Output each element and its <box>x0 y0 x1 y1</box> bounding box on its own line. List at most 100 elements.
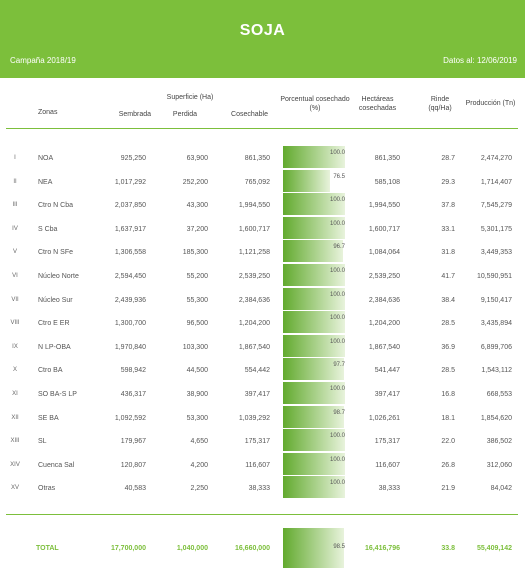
row-number: IV <box>12 225 18 232</box>
cosechable-cell: 1,867,540 <box>238 343 270 351</box>
produccion-cell: 3,435,894 <box>480 320 512 328</box>
row-number: XIV <box>10 461 20 468</box>
hectareas-cell: 1,994,550 <box>368 202 400 210</box>
percent-value: 100.0 <box>329 386 345 392</box>
table-row: IV S Cba 1,637,917 37,200 1,600,717 1,600,717… <box>0 216 525 240</box>
zona-name: Ctro BA <box>38 367 63 375</box>
rinde-cell: 29.3 <box>441 178 455 186</box>
perdida-cell: 37,200 <box>186 225 208 233</box>
hectareas-cell: 1,867,540 <box>368 343 400 351</box>
sembrada-cell: 2,037,850 <box>114 202 146 210</box>
cosechable-cell: 554,442 <box>244 367 270 375</box>
header-divider <box>6 128 518 129</box>
header-hectareas: Hectáreas cosechadas <box>358 96 397 112</box>
percent-bar <box>283 476 345 499</box>
percent-value: 100.0 <box>329 433 345 440</box>
zona-name: Cuenca Sal <box>38 461 75 469</box>
produccion-cell: 10,590,951 <box>476 273 512 280</box>
row-number: VII <box>11 296 19 303</box>
hectareas-cell: 397,417 <box>374 391 400 398</box>
perdida-cell: 103,300 <box>182 343 208 351</box>
cosechable-cell: 861,350 <box>244 155 270 162</box>
percent-value: 100.0 <box>329 268 345 274</box>
zona-name: N LP-OBA <box>38 343 71 351</box>
hectareas-cell: 2,384,636 <box>368 296 400 304</box>
sembrada-cell: 1,637,917 <box>114 225 146 233</box>
percent-bar <box>283 146 345 168</box>
percent-value: 100.0 <box>329 150 345 156</box>
rinde-cell: 18.1 <box>441 414 455 422</box>
cosechable-cell: 2,384,636 <box>238 296 270 304</box>
sembrada-cell: 1,306,558 <box>114 249 146 257</box>
percent-value: 98.7 <box>333 409 345 416</box>
hectareas-cell: 541,447 <box>374 367 400 375</box>
header-rinde: Rinde (qq/Ha) <box>428 96 452 112</box>
header-porcentual: Porcentual cosechado (%) <box>280 96 350 112</box>
percent-bar <box>283 169 331 192</box>
header-superficie: Superficie (Ha) <box>166 94 214 101</box>
rinde-cell: 33.1 <box>441 225 455 233</box>
produccion-cell: 386,502 <box>486 438 512 446</box>
cosechable-cell: 1,121,258 <box>238 249 270 257</box>
total-hectareas: 16,416,796 <box>364 545 400 552</box>
cosechable-cell: 397,417 <box>244 391 270 398</box>
hectareas-cell: 1,084,064 <box>368 249 400 257</box>
hectareas-cell: 1,026,261 <box>368 414 400 422</box>
table-row: XIV Cuenca Sal 120,807 4,200 116,607 116,607 2… <box>0 452 525 476</box>
row-number: VI <box>12 273 18 279</box>
percent-value: 100.0 <box>329 338 345 345</box>
rinde-cell: 28.5 <box>441 320 455 328</box>
produccion-cell: 1,854,620 <box>480 414 512 422</box>
produccion-cell: 668,553 <box>486 391 512 398</box>
percent-bar <box>283 334 345 357</box>
cosechable-cell: 1,204,200 <box>238 320 270 328</box>
header-produccion: Producción (Tn) <box>465 100 516 107</box>
perdida-cell: 185,300 <box>182 249 208 257</box>
cosechable-cell: 1,600,717 <box>238 225 270 233</box>
rinde-cell: 16.8 <box>441 391 455 398</box>
zona-name: Ctro E ER <box>38 320 70 328</box>
percent-bar <box>283 358 344 381</box>
header-zonas: Zonas <box>38 109 58 116</box>
total-percent-bar <box>283 528 345 568</box>
produccion-cell: 5,301,175 <box>480 225 512 233</box>
hectareas-cell: 861,350 <box>374 155 400 162</box>
cosechable-cell: 2,539,250 <box>238 273 270 280</box>
percent-bar <box>283 382 345 404</box>
percent-bar <box>283 311 345 334</box>
rinde-cell: 38.4 <box>441 296 455 304</box>
row-number: VIII <box>10 320 20 327</box>
table-row: VIII Ctro E ER 1,300,700 96,500 1,204,200 1,2… <box>0 311 525 334</box>
percent-value: 96.7 <box>333 244 345 251</box>
total-row: TOTAL 17,700,000 1,040,000 16,660,000 98… <box>0 528 525 568</box>
sembrada-cell: 1,300,700 <box>114 320 146 328</box>
table-row: II NEA 1,017,292 252,200 765,092 585,108 29.3 1… <box>0 169 525 193</box>
header-cosechable: Cosechable <box>231 111 268 118</box>
produccion-cell: 2,474,270 <box>480 155 512 162</box>
zona-name: Núcleo Sur <box>38 296 73 304</box>
percent-value: 100.0 <box>329 480 345 487</box>
perdida-cell: 4,650 <box>190 438 208 446</box>
zona-name: NEA <box>38 178 53 186</box>
sembrada-cell: 120,807 <box>120 461 146 469</box>
produccion-cell: 1,543,112 <box>481 367 512 375</box>
perdida-cell: 252,200 <box>182 178 208 186</box>
cosechable-cell: 765,092 <box>244 178 270 186</box>
produccion-cell: 84,042 <box>490 485 512 493</box>
cosechable-cell: 38,333 <box>248 485 270 493</box>
produccion-cell: 1,714,407 <box>480 178 512 186</box>
percent-value: 100.0 <box>329 456 345 463</box>
zona-name: S Cba <box>38 225 58 233</box>
report-header: SOJA Campaña 2018/19 Datos al: 12/06/201… <box>0 0 525 78</box>
rinde-cell: 21.9 <box>441 485 455 493</box>
percent-bar <box>283 452 345 475</box>
rinde-cell: 28.5 <box>441 367 455 375</box>
total-rinde: 33.8 <box>441 545 455 552</box>
perdida-cell: 96,500 <box>186 320 208 328</box>
percent-value: 100.0 <box>329 197 345 204</box>
sembrada-cell: 925,250 <box>120 155 146 162</box>
sembrada-cell: 436,317 <box>120 391 146 398</box>
total-perdida: 1,040,000 <box>176 545 208 552</box>
header-perdida: Perdida <box>172 111 198 118</box>
sembrada-cell: 2,439,936 <box>114 296 146 304</box>
